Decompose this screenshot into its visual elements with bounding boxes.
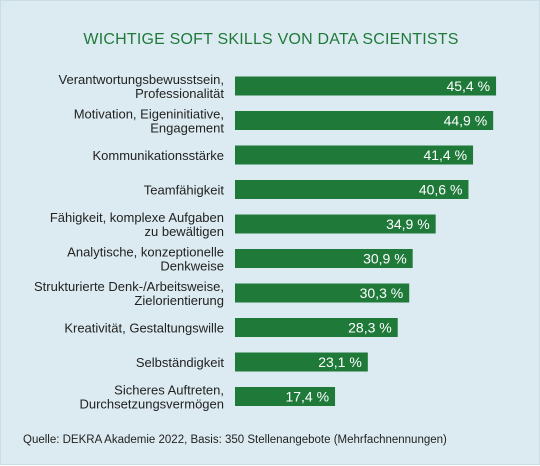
- bar-value-label-8: 23,1 %: [318, 354, 362, 370]
- category-label-8-line-0: Selbständigkeit: [136, 355, 225, 370]
- category-label-4-line-1: zu bewältigen: [145, 224, 225, 239]
- bar-0: [235, 76, 497, 96]
- bar-1: [235, 111, 494, 130]
- bar-value-label-3: 40,6 %: [419, 182, 463, 198]
- bar-value-label-0: 45,4 %: [446, 78, 490, 94]
- category-label-9-line-1: Durchsetzungsvermögen: [79, 397, 224, 412]
- category-label-6-line-0: Strukturierte Denk-/Arbeitsweise,: [34, 279, 224, 294]
- chart-title: WICHTIGE SOFT SKILLS VON DATA SCIENTISTS: [83, 31, 459, 48]
- bar-value-label-9: 17,4 %: [285, 389, 329, 405]
- category-label-5-line-0: Analytische, konzeptionelle: [67, 245, 224, 260]
- bar-value-label-6: 30,3 %: [360, 285, 404, 301]
- bar-8: [235, 352, 368, 372]
- category-label-4-line-0: Fähigkeit, komplexe Aufgaben: [50, 210, 224, 225]
- category-label-0-line-0: Verantwortungsbewusstsein,: [59, 72, 224, 87]
- category-label-6-line-1: Zielorientierung: [134, 293, 224, 308]
- bar-2: [235, 145, 474, 165]
- category-label-1-line-1: Engagement: [150, 121, 224, 136]
- bar-value-label-7: 28,3 %: [348, 320, 392, 336]
- category-label-5-line-1: Denkweise: [160, 259, 224, 274]
- category-label-0-line-1: Professionalität: [135, 86, 224, 101]
- source-note: Quelle: DEKRA Akademie 2022, Basis: 350 …: [23, 434, 447, 446]
- category-label-2-line-0: Kommunikationsstärke: [93, 148, 225, 163]
- bar-7: [235, 318, 398, 337]
- bar-6: [235, 283, 410, 303]
- bar-value-label-1: 44,9 %: [444, 113, 488, 129]
- bar-value-label-4: 34,9 %: [386, 216, 430, 232]
- bar-value-label-2: 41,4 %: [423, 147, 467, 163]
- category-label-1-line-0: Motivation, Eigeninitiative,: [74, 107, 224, 122]
- bar-value-label-5: 30,9 %: [363, 251, 407, 267]
- bar-3: [235, 180, 469, 199]
- bar-5: [235, 249, 413, 268]
- category-label-9-line-0: Sicheres Auftreten,: [114, 383, 224, 398]
- category-label-3-line-0: Teamfähigkeit: [144, 183, 225, 198]
- bar-9: [235, 387, 336, 406]
- bar-4: [235, 214, 436, 234]
- category-label-7-line-0: Kreativität, Gestaltungswille: [64, 321, 224, 336]
